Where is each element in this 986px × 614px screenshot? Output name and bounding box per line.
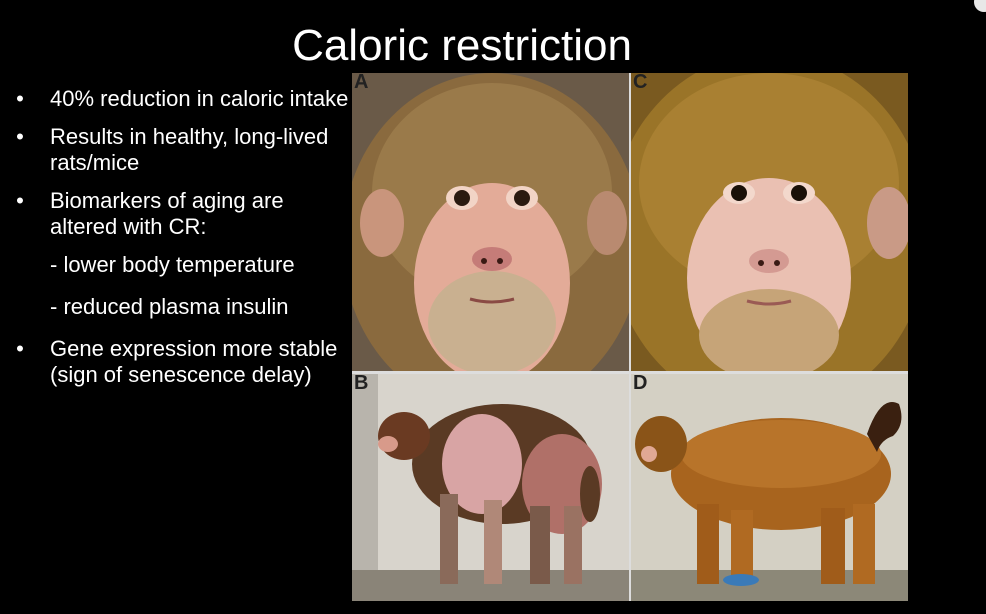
corner-control-icon[interactable] (974, 0, 986, 12)
monkey-face-c-image (631, 73, 908, 371)
panel-c-monkey-face: C (631, 73, 908, 371)
panel-label: C (633, 73, 648, 93)
bullet-item: • Biomarkers of aging are altered with C… (14, 188, 354, 240)
panel-a-monkey-face: A (352, 73, 629, 371)
bullet-list: • 40% reduction in caloric intake • Resu… (14, 86, 354, 400)
sub-bullet-item: - lower body temperature (14, 252, 354, 278)
bullet-item: • Gene expression more stable (sign of s… (14, 336, 354, 388)
sub-bullet-text: - reduced plasma insulin (50, 294, 289, 319)
bullet-text: Biomarkers of aging are altered with CR: (50, 188, 284, 239)
monkey-body-d-image (631, 374, 908, 601)
bullet-item: • Results in healthy, long-lived rats/mi… (14, 124, 354, 176)
bullet-marker: • (16, 336, 24, 361)
figure-panels: A C (352, 73, 908, 601)
bullet-marker: • (16, 188, 24, 213)
panel-d-monkey-body: D (631, 374, 908, 601)
bullet-marker: • (16, 124, 24, 149)
panel-label: D (633, 374, 648, 394)
bullet-text: Gene expression more stable (sign of sen… (50, 336, 338, 387)
bullet-text: Results in healthy, long-lived rats/mice (50, 124, 329, 175)
bullet-text: 40% reduction in caloric intake (50, 86, 349, 111)
bullet-item: • 40% reduction in caloric intake (14, 86, 354, 112)
slide-title: Caloric restriction (292, 21, 632, 70)
monkey-body-b-image (352, 374, 629, 601)
sub-bullet-text: - lower body temperature (50, 252, 295, 277)
bullet-marker: • (16, 86, 24, 111)
panel-b-monkey-body: B (352, 374, 629, 601)
panel-label: A (354, 73, 369, 93)
monkey-face-a-image (352, 73, 629, 371)
panel-label: B (354, 374, 369, 394)
sub-bullet-item: - reduced plasma insulin (14, 294, 354, 320)
